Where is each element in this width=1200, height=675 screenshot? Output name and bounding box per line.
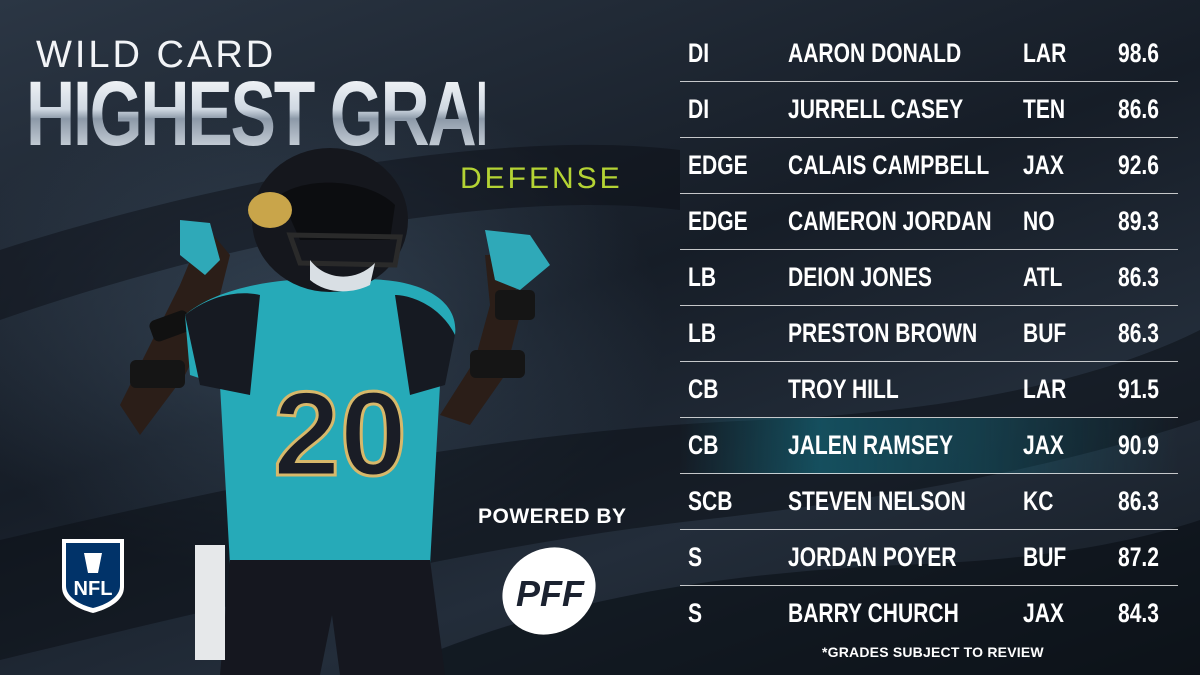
- player-name-cell: JURRELL CASEY: [788, 94, 964, 124]
- position-cell: EDGE: [688, 150, 748, 180]
- table-row: EDGE CAMERON JORDAN NO 89.3: [680, 194, 1178, 250]
- pff-logo-text: PFF: [516, 573, 585, 614]
- table-row: S BARRY CHURCH JAX 84.3: [680, 586, 1178, 641]
- table-row: SCB STEVEN NELSON KC 86.3: [680, 474, 1178, 530]
- player-name-cell: DEION JONES: [788, 262, 932, 292]
- position-cell: DI: [688, 38, 710, 68]
- nfl-logo-text: NFL: [74, 578, 113, 600]
- player-name-cell: TROY HILL: [788, 374, 899, 404]
- position-cell: LB: [688, 318, 717, 348]
- grade-cell: 87.2: [1118, 542, 1159, 572]
- player-name-cell: BARRY CHURCH: [788, 598, 959, 628]
- team-cell: BUF: [1023, 318, 1067, 348]
- grade-cell: 90.9: [1118, 430, 1159, 460]
- player-name-cell: CALAIS CAMPBELL: [788, 150, 990, 180]
- subtitle: DEFENSE: [460, 162, 623, 195]
- team-cell: ATL: [1023, 262, 1063, 292]
- player-image: 20: [120, 148, 550, 675]
- team-cell: BUF: [1023, 542, 1067, 572]
- player-name-cell: JALEN RAMSEY: [788, 430, 953, 460]
- position-cell: CB: [688, 430, 719, 460]
- table-row: DI JURRELL CASEY TEN 86.6: [680, 82, 1178, 138]
- grade-cell: 86.3: [1118, 486, 1159, 516]
- team-cell: LAR: [1023, 374, 1067, 404]
- grade-cell: 91.5: [1118, 374, 1159, 404]
- team-cell: LAR: [1023, 38, 1067, 68]
- grade-cell: 89.3: [1118, 206, 1159, 236]
- table-row: DI AARON DONALD LAR 98.6: [680, 26, 1178, 82]
- team-cell: JAX: [1023, 598, 1064, 628]
- grade-cell: 86.6: [1118, 94, 1159, 124]
- table-row: LB DEION JONES ATL 86.3: [680, 250, 1178, 306]
- grade-cell: 84.3: [1118, 598, 1159, 628]
- powered-by-label: POWERED BY: [478, 505, 627, 528]
- position-cell: DI: [688, 94, 710, 124]
- table-row: CB JALEN RAMSEY JAX 90.9: [680, 418, 1178, 474]
- player-name-cell: PRESTON BROWN: [788, 318, 978, 348]
- team-cell: JAX: [1023, 150, 1064, 180]
- grade-cell: 86.3: [1118, 262, 1159, 292]
- team-cell: TEN: [1023, 94, 1066, 124]
- footnote: *GRADES SUBJECT TO REVIEW: [822, 644, 1044, 660]
- table-row: EDGE CALAIS CAMPBELL JAX 92.6: [680, 138, 1178, 194]
- player-name-cell: AARON DONALD: [788, 38, 962, 68]
- position-cell: LB: [688, 262, 717, 292]
- position-cell: EDGE: [688, 206, 748, 236]
- position-cell: S: [688, 542, 703, 572]
- position-cell: CB: [688, 374, 719, 404]
- table-row: CB TROY HILL LAR 91.5: [680, 362, 1178, 418]
- player-name-cell: STEVEN NELSON: [788, 486, 966, 516]
- team-cell: NO: [1023, 206, 1055, 236]
- position-cell: SCB: [688, 486, 733, 516]
- table-row: S JORDAN POYER BUF 87.2: [680, 530, 1178, 586]
- grade-cell: 86.3: [1118, 318, 1159, 348]
- team-cell: KC: [1023, 486, 1054, 516]
- player-name-cell: JORDAN POYER: [788, 542, 957, 572]
- pff-logo: PFF: [502, 547, 596, 635]
- eyebrow-title: WILD CARD: [36, 34, 277, 76]
- grades-table: DI AARON DONALD LAR 98.6 DI JURRELL CASEY TEN 8…: [680, 26, 1178, 641]
- position-cell: S: [688, 598, 703, 628]
- table-row: LB PRESTON BROWN BUF 86.3: [680, 306, 1178, 362]
- nfl-logo: NFL: [62, 539, 124, 613]
- grade-cell: 92.6: [1118, 150, 1159, 180]
- team-cell: JAX: [1023, 430, 1064, 460]
- grade-cell: 98.6: [1118, 38, 1159, 68]
- jersey-number: 20: [273, 367, 406, 501]
- player-name-cell: CAMERON JORDAN: [788, 206, 992, 236]
